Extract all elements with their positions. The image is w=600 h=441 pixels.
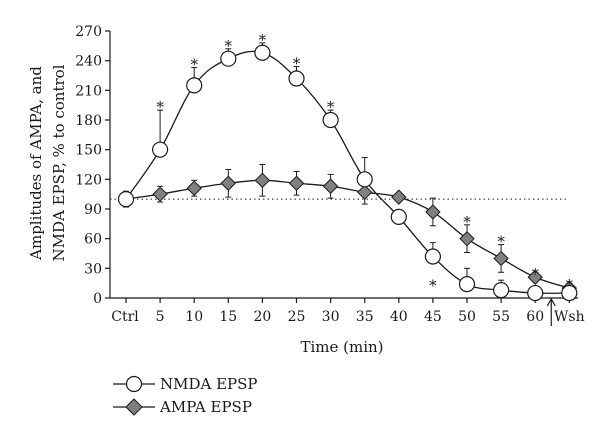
significance-star-nmda: *	[190, 56, 198, 74]
x-tick-label: 5	[156, 309, 165, 325]
data-point-ampa	[322, 178, 339, 194]
data-point-ampa	[220, 175, 237, 191]
y-tick-label: 270	[75, 24, 102, 40]
data-point-nmda	[254, 44, 271, 61]
significance-star-ampa: *	[497, 233, 505, 251]
data-point-ampa	[391, 189, 407, 205]
data-point-nmda	[390, 208, 407, 226]
x-tick-label: 30	[322, 309, 340, 325]
data-point-ampa	[527, 269, 543, 285]
axes	[105, 30, 578, 326]
significance-star-nmda: *	[156, 98, 164, 116]
x-tick-label: 10	[185, 309, 203, 325]
data-point-ampa	[493, 250, 509, 267]
washout-arrow-head	[546, 297, 556, 307]
data-point-nmda	[288, 70, 305, 87]
y-tick-label: 30	[84, 261, 102, 277]
data-point-nmda	[152, 141, 169, 158]
x-tick-label: 50	[458, 309, 476, 325]
tick-labels: 0 30 60 90 120 150 180 210 240 270 Ctrl 5 10 15 20 25 30…	[75, 24, 584, 325]
x-tick-label: Ctrl	[111, 309, 139, 325]
data-point-nmda	[186, 77, 203, 94]
data-point-nmda	[220, 50, 237, 67]
data-point-ampa	[356, 184, 373, 200]
data-point-nmda	[493, 281, 510, 299]
significance-star-ampa: *	[463, 213, 471, 231]
significance-star-nmda: *	[225, 37, 233, 55]
x-tick-label: 40	[390, 309, 408, 325]
y-tick-label: 0	[93, 291, 102, 307]
data-point-ampa	[186, 180, 202, 196]
data-point-nmda	[117, 191, 135, 208]
x-tick-label: 15	[219, 309, 237, 325]
series-ampa: * * * *	[118, 164, 578, 296]
x-tick-label: 25	[288, 309, 306, 325]
data-point-nmda	[561, 284, 578, 302]
legend-label-ampa: AMPA EPSP	[159, 398, 252, 416]
data-point-ampa	[425, 204, 441, 220]
y-tick-label: 210	[75, 83, 102, 99]
significance-star-ampa: *	[531, 265, 539, 283]
y-axis-title-line2: NMDA EPSP, % to control	[50, 64, 68, 261]
data-point-nmda	[458, 276, 476, 293]
data-point-nmda	[322, 111, 339, 129]
x-axis-title: Time (min)	[300, 338, 383, 356]
significance-star-nmda: *	[327, 98, 335, 116]
x-tick-label: 35	[356, 309, 374, 325]
significance-star-nmda: *	[259, 31, 267, 49]
legend-marker-ampa	[125, 398, 143, 416]
y-axis-title-line1: Amplitudes of AMPA, and	[27, 66, 45, 261]
legend: NMDA EPSP AMPA EPSP	[113, 375, 258, 416]
data-point-ampa	[288, 175, 305, 191]
significance-star-nmda: *	[293, 55, 301, 73]
y-tick-label: 150	[75, 143, 102, 159]
x-tick-label: 45	[424, 309, 442, 325]
data-point-ampa	[152, 186, 168, 202]
y-tick-label: 60	[84, 232, 102, 248]
y-tick-label: 120	[75, 172, 102, 188]
data-point-ampa	[459, 230, 475, 247]
legend-item-nmda: NMDA EPSP	[113, 375, 258, 393]
data-point-ampa	[254, 172, 271, 189]
legend-marker-nmda	[125, 375, 143, 393]
x-tick-label: 20	[253, 309, 271, 325]
series-nmda: * * * * * * *	[117, 31, 578, 302]
y-tick-label: 90	[84, 202, 102, 218]
significance-star-nmda: *	[429, 276, 437, 294]
legend-label-nmda: NMDA EPSP	[160, 375, 258, 393]
data-point-nmda	[356, 171, 373, 188]
series-layer: ***********	[117, 31, 578, 302]
data-point-nmda	[424, 248, 441, 265]
x-tick-label: Wsh	[554, 309, 585, 325]
y-tick-label: 240	[75, 54, 102, 70]
data-point-nmda	[527, 284, 544, 302]
legend-item-ampa: AMPA EPSP	[113, 398, 252, 416]
y-tick-label: 180	[75, 113, 102, 129]
x-tick-label: 55	[492, 309, 510, 325]
x-tick-label: 60	[526, 309, 544, 325]
